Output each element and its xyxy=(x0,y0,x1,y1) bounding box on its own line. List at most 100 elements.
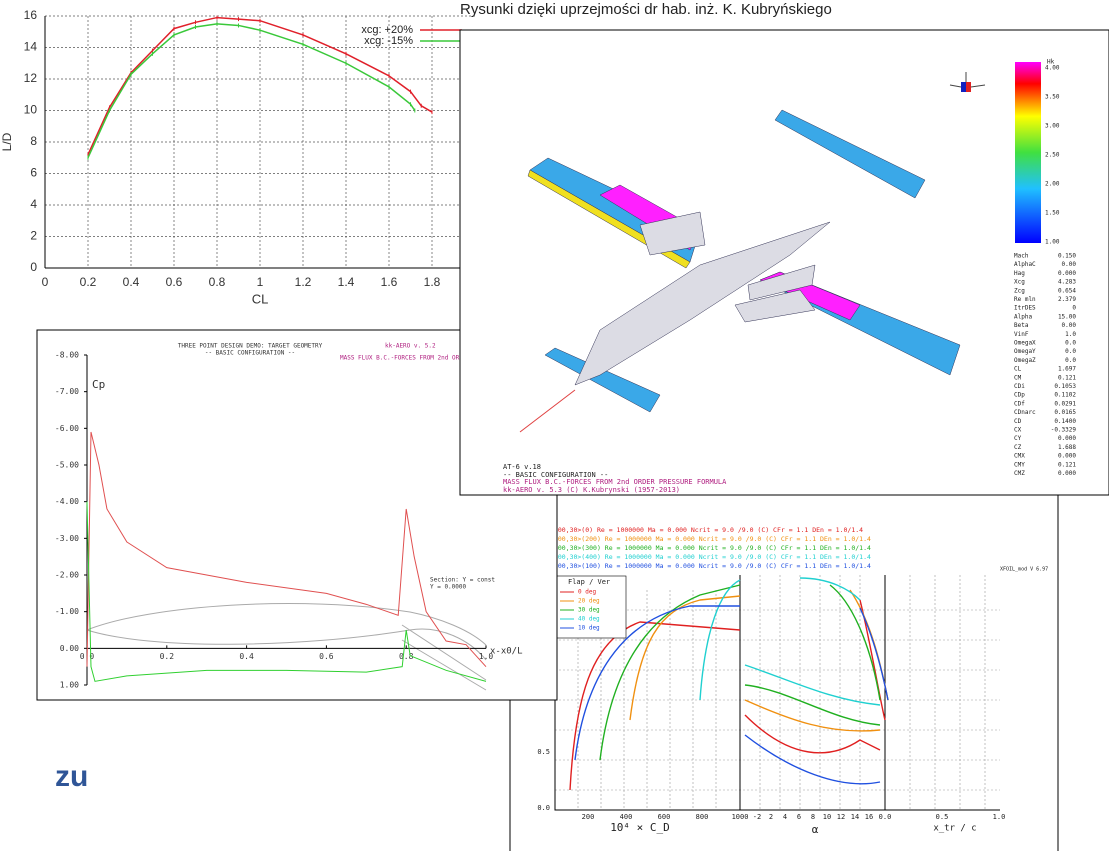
y-tick-label: -3.00 xyxy=(55,534,79,543)
y-axis-label: L/D xyxy=(0,132,14,151)
x-tick-label: 1 xyxy=(257,275,264,289)
param-value: 0.000 xyxy=(1058,470,1076,477)
y-tick-label: -6.00 xyxy=(55,424,79,433)
x-tick-label: 0.2 xyxy=(80,275,97,289)
param-name: VinF xyxy=(1014,331,1029,338)
param-name: CDp xyxy=(1014,392,1025,399)
x-axis-label: x-x0/L xyxy=(490,647,523,657)
title-fragment: zu xyxy=(55,760,88,793)
param-value: 0.121 xyxy=(1058,461,1076,468)
x-tick-label: 1.8 xyxy=(424,275,441,289)
cp-chart-text: Section: Y = const xyxy=(430,577,495,584)
param-value: 15.00 xyxy=(1058,313,1076,320)
param-name: CY xyxy=(1014,435,1022,442)
y-tick-label: -4.00 xyxy=(55,497,79,506)
x-tick-label: 0.5 xyxy=(936,813,949,821)
x-tick-label: 0.4 xyxy=(239,652,254,661)
param-value: 1.697 xyxy=(1058,366,1076,373)
colorbar xyxy=(1015,62,1041,243)
param-value: 0.00 xyxy=(1062,261,1077,268)
cp-chart-text: Y = 0.0000 xyxy=(430,584,467,591)
x-tick-label: 1.2 xyxy=(295,275,312,289)
x-tick-label: 0.6 xyxy=(166,275,183,289)
x-axis-label: x_tr / c xyxy=(933,824,976,834)
y-tick-label: 12 xyxy=(24,71,38,85)
param-value: 0.1102 xyxy=(1054,392,1076,399)
x-tick-label: 10 xyxy=(823,813,831,821)
x-tick-label: 4 xyxy=(783,813,787,821)
param-name: CDnarc xyxy=(1014,409,1036,416)
y-tick-label: 8 xyxy=(30,134,37,148)
x-tick-label: 400 xyxy=(620,813,633,821)
param-value: 0.0 xyxy=(1065,348,1076,355)
param-name: Re mln xyxy=(1014,296,1036,303)
x-tick-label: 1000 xyxy=(732,813,749,821)
y-tick-label: 0.5 xyxy=(537,748,550,756)
param-value: 0.1053 xyxy=(1054,383,1076,390)
param-name: CM xyxy=(1014,374,1022,381)
render-text: kk-AERO v. 5.3 (C) K.Kubrynski (1957-201… xyxy=(503,486,680,494)
x-tick-label: 1.4 xyxy=(338,275,355,289)
param-value: 1.688 xyxy=(1058,444,1076,451)
param-name: Zcg xyxy=(1014,287,1025,294)
y-tick-label: 14 xyxy=(24,40,38,54)
xfoil-version: XFOIL_mod V 6.97 xyxy=(1000,567,1048,573)
x-tick-label: 0.6 xyxy=(319,652,334,661)
param-name: CX xyxy=(1014,427,1022,434)
y-tick-label: -7.00 xyxy=(55,387,79,396)
xfoil-header: <700,30>(300) Re = 1000000 Ma = 0.000 Nc… xyxy=(550,544,871,552)
legend-label: 20 deg xyxy=(578,598,600,605)
colorbar-label: 2.50 xyxy=(1045,152,1060,159)
param-name: CZ xyxy=(1014,444,1022,451)
param-name: Hag xyxy=(1014,270,1025,277)
param-name: CL xyxy=(1014,366,1022,373)
colorbar-label: 3.00 xyxy=(1045,123,1060,130)
colorbar-label: 4.00 xyxy=(1045,65,1060,72)
param-name: ItrDES xyxy=(1014,305,1036,312)
x-axis-label: CL xyxy=(252,291,269,306)
cp-chart-text: THREE POINT DESIGN DEMO: TARGET GEOMETRY xyxy=(178,343,323,350)
colorbar-label: 1.50 xyxy=(1045,210,1060,217)
param-value: -0.3329 xyxy=(1051,427,1077,434)
param-name: CMZ xyxy=(1014,470,1025,477)
cp-chart-text: kk-AERO v. 5.2 xyxy=(385,343,436,350)
param-value: 0.000 xyxy=(1058,270,1076,277)
param-value: 0.0291 xyxy=(1054,400,1076,407)
legend-title: Flap / Ver xyxy=(568,578,610,586)
param-value: 0.654 xyxy=(1058,287,1076,294)
legend-label: 30 deg xyxy=(578,607,600,614)
x-tick-label: 2 xyxy=(769,813,773,821)
x-tick-label: 600 xyxy=(658,813,671,821)
xfoil-header: <700,30>(100) Re = 1000000 Ma = 0.000 Nc… xyxy=(550,562,871,570)
param-name: OmegaZ xyxy=(1014,357,1036,364)
param-value: 0.150 xyxy=(1058,253,1076,260)
param-value: 0.000 xyxy=(1058,435,1076,442)
y-tick-label: -2.00 xyxy=(55,571,79,580)
param-name: Alpha xyxy=(1014,313,1032,320)
render-text: MASS FLUX B.C.-FORCES FROM 2nd ORDER PRE… xyxy=(503,478,727,486)
x-tick-label: 16 xyxy=(865,813,873,821)
y-tick-label: 6 xyxy=(30,166,37,180)
param-name: CDi xyxy=(1014,383,1025,390)
colorbar-label: 3.50 xyxy=(1045,94,1060,101)
y-tick-label: 16 xyxy=(24,8,38,22)
y-tick-label: 0 xyxy=(30,260,37,274)
param-name: CD xyxy=(1014,418,1022,425)
render-text: AT-6 v.18 xyxy=(503,463,541,471)
colorbar-label: 1.00 xyxy=(1045,239,1060,246)
x-tick-label: 0.2 xyxy=(160,652,175,661)
y-tick-label: -1.00 xyxy=(55,607,79,616)
param-value: 0.00 xyxy=(1062,322,1077,329)
param-name: OmegaY xyxy=(1014,348,1036,355)
param-value: 0.000 xyxy=(1058,453,1076,460)
legend-label: xcg: -15% xyxy=(364,35,413,47)
x-tick-label: 8 xyxy=(811,813,815,821)
param-name: CDf xyxy=(1014,400,1025,407)
param-value: 0.0 xyxy=(1065,340,1076,347)
y-tick-label: 4 xyxy=(30,197,37,211)
param-name: Beta xyxy=(1014,322,1029,329)
xfoil-header: <700,30>(0) Re = 1000000 Ma = 0.000 Ncri… xyxy=(550,526,863,534)
y-tick-label: 2 xyxy=(30,229,37,243)
y-tick-label: 1.00 xyxy=(60,681,79,690)
